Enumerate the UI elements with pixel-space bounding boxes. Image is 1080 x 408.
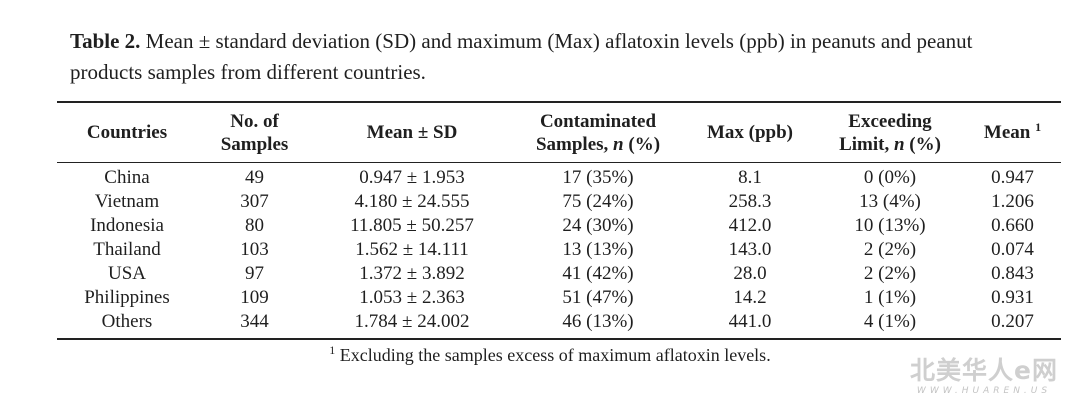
cell-mean-sd: 1.562 ± 14.111	[355, 239, 469, 260]
cell-country: Indonesia	[90, 215, 164, 236]
cell-country: China	[104, 167, 150, 188]
table-caption: Table 2. Mean ± standard deviation (SD) …	[70, 26, 1050, 88]
cell-exceeding: 0 (0%)	[863, 167, 917, 188]
cell-mean-1: 0.843	[991, 263, 1034, 284]
cell-exceeding: 2 (2%)	[863, 239, 917, 260]
watermark-url: WWW.HUAREN.US	[916, 386, 1052, 396]
cell-mean-1: 0.931	[991, 287, 1034, 308]
cell-mean-1: 0.660	[991, 215, 1034, 236]
cell-exceeding: 13 (4%)	[859, 191, 921, 212]
table-footnote: 1 Excluding the samples excess of maximu…	[0, 344, 1080, 366]
cell-mean-1: 0.947	[991, 167, 1034, 188]
cell-samples: 97	[245, 263, 264, 284]
cell-samples: 49	[245, 167, 264, 188]
cell-max: 14.2	[733, 287, 767, 308]
header-countries: Countries	[86, 122, 168, 143]
header-samples: No. of Samples	[220, 110, 289, 155]
cell-max: 412.0	[728, 215, 772, 236]
cell-max: 143.0	[728, 239, 772, 260]
top-rule	[57, 101, 1061, 103]
cell-exceeding: 10 (13%)	[854, 215, 926, 236]
cell-country: Thailand	[93, 239, 161, 260]
cell-mean-sd: 4.180 ± 24.555	[354, 191, 470, 212]
table-row: China 49 0.947 ± 1.953 17 (35%) 8.1 0 (0…	[57, 162, 1061, 190]
header-contaminated: Contaminated Samples, n (%)	[535, 110, 661, 155]
cell-country: Vietnam	[94, 191, 160, 212]
cell-contaminated: 46 (13%)	[562, 311, 634, 332]
cell-samples: 344	[240, 311, 269, 332]
cell-mean-sd: 0.947 ± 1.953	[359, 167, 465, 188]
cell-country: Philippines	[84, 287, 170, 308]
cell-samples: 103	[240, 239, 269, 260]
cell-mean-1: 0.074	[991, 239, 1034, 260]
table-row: Indonesia 80 11.805 ± 50.257 24 (30%) 41…	[57, 214, 1061, 238]
cell-mean-sd: 1.372 ± 3.892	[359, 263, 465, 284]
caption-text: Mean ± standard deviation (SD) and maxim…	[70, 29, 973, 84]
table-row: Philippines 109 1.053 ± 2.363 51 (47%) 1…	[57, 286, 1061, 310]
cell-max: 441.0	[728, 311, 772, 332]
header-mean-sd: Mean ± SD	[366, 122, 458, 143]
cell-max: 8.1	[738, 167, 762, 188]
cell-mean-sd: 1.784 ± 24.002	[354, 311, 470, 332]
cell-samples: 307	[240, 191, 269, 212]
table-row: Vietnam 307 4.180 ± 24.555 75 (24%) 258.…	[57, 190, 1061, 214]
cell-contaminated: 17 (35%)	[562, 167, 634, 188]
cell-contaminated: 13 (13%)	[562, 239, 634, 260]
cell-exceeding: 2 (2%)	[863, 263, 917, 284]
cell-exceeding: 4 (1%)	[863, 311, 917, 332]
watermark-logo-text: 北美华人e网	[910, 356, 1058, 385]
footnote-text: Excluding the samples excess of maximum …	[335, 345, 771, 365]
footnote-marker: 1	[329, 343, 336, 357]
header-mean-1: Mean 1	[983, 120, 1042, 143]
cell-country: Others	[101, 311, 153, 332]
header-rule	[57, 162, 1061, 163]
table-row: Thailand 103 1.562 ± 14.111 13 (13%) 143…	[57, 238, 1061, 262]
cell-exceeding: 1 (1%)	[863, 287, 917, 308]
cell-country: USA	[107, 263, 146, 284]
cell-max: 28.0	[733, 263, 767, 284]
bottom-rule	[57, 338, 1061, 340]
cell-contaminated: 51 (47%)	[562, 287, 634, 308]
table-row: USA 97 1.372 ± 3.892 41 (42%) 28.0 2 (2%…	[57, 262, 1061, 286]
cell-contaminated: 75 (24%)	[562, 191, 634, 212]
cell-contaminated: 41 (42%)	[562, 263, 634, 284]
header-exceeding: Exceeding Limit, n (%)	[839, 110, 941, 155]
table-row: Others 344 1.784 ± 24.002 46 (13%) 441.0…	[57, 310, 1061, 334]
caption-label: Table 2.	[70, 29, 141, 53]
site-watermark: 北美华人e网 WWW.HUAREN.US	[910, 351, 1058, 396]
cell-mean-1: 1.206	[991, 191, 1034, 212]
cell-max: 258.3	[728, 191, 772, 212]
table-body: China 49 0.947 ± 1.953 17 (35%) 8.1 0 (0…	[57, 162, 1061, 334]
header-max: Max (ppb)	[706, 122, 794, 143]
cell-samples: 80	[245, 215, 264, 236]
aflatoxin-table: Countries No. of Samples Mean ± SD Contam…	[57, 103, 1061, 334]
table-header: Countries No. of Samples Mean ± SD Contam…	[57, 103, 1061, 162]
cell-mean-1: 0.207	[991, 311, 1034, 332]
cell-mean-sd: 11.805 ± 50.257	[350, 215, 474, 236]
cell-mean-sd: 1.053 ± 2.363	[359, 287, 465, 308]
cell-contaminated: 24 (30%)	[562, 215, 634, 236]
cell-samples: 109	[240, 287, 269, 308]
